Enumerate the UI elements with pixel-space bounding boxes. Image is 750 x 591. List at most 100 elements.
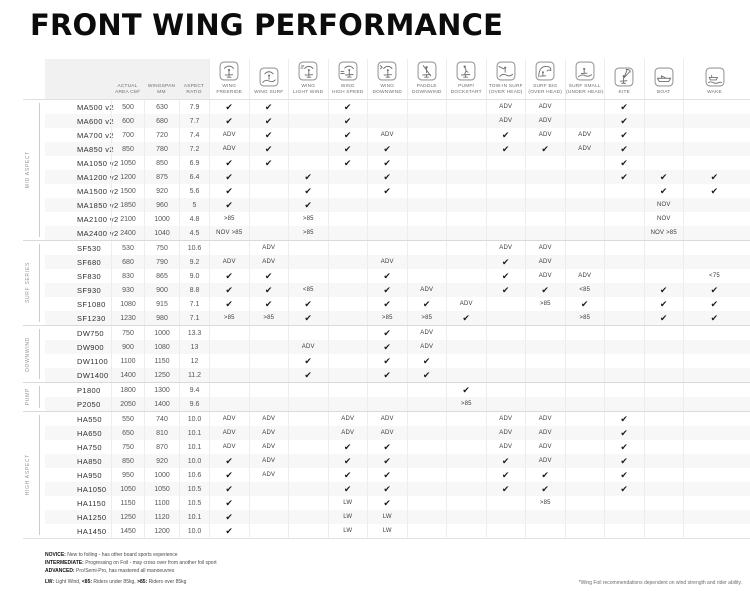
mark-cell-paddle-downwind xyxy=(406,383,447,397)
area-cell: 900 xyxy=(111,340,144,354)
check-icon: ✔ xyxy=(264,143,273,154)
mark-cell-boat xyxy=(643,397,684,411)
mark-cell-kite xyxy=(604,198,644,212)
wing-surf-icon xyxy=(259,67,279,87)
mark-cell-paddle-downwind xyxy=(406,226,447,240)
mark-cell-surf-small xyxy=(564,482,605,496)
mark-cell-wing-high-speed: ✔ xyxy=(327,100,368,114)
mark-cell-wing-light-wind xyxy=(288,440,328,454)
mark-cell-wing-downwind: ✔ xyxy=(367,142,407,156)
model-cell: HA1250 xyxy=(77,512,107,522)
check-icon: ✔ xyxy=(501,270,510,281)
mark-cell-boat: ✔ xyxy=(643,297,684,311)
mark-cell-pump-dockstart xyxy=(446,241,486,255)
model-cell: HA950 xyxy=(77,470,102,480)
column-header-wing-freeride: WING FREERIDE xyxy=(209,59,249,99)
model-cell: SF930 xyxy=(77,285,102,295)
mark-cell-boat: NOV >85 xyxy=(643,226,684,240)
mark-cell-boat: ✔ xyxy=(643,184,684,198)
wing-foil-footnote: *Wing Foil recommendations dependent on … xyxy=(578,580,742,586)
mark-cell-kite: ✔ xyxy=(604,156,644,170)
mark-cell-wake: ✔ xyxy=(683,184,745,198)
check-icon: ✔ xyxy=(710,171,719,182)
column-header-wingspan: WINGSPAN MM xyxy=(144,59,179,99)
aspect-cell: 7.1 xyxy=(179,311,209,325)
wingspan-cell: 1000 xyxy=(144,468,179,482)
mark-cell-wing-surf xyxy=(248,383,289,397)
mark-cell-wing-freeride: ✔ xyxy=(209,198,249,212)
column-header-wing-surf: WING SURF xyxy=(248,59,288,99)
mark-cell-wing-light-wind: ✔ xyxy=(288,170,328,184)
mark-cell-wing-downwind xyxy=(367,100,407,114)
wingspan-cell: 1050 xyxy=(144,482,179,496)
wingspan-cell: 740 xyxy=(144,412,179,426)
mark-cell-pump-dockstart xyxy=(446,170,486,184)
mark-cell-paddle-downwind xyxy=(406,496,447,510)
table-row-ha1150: HA1150 1150 1100 10.5 ✔ LW ✔ >85 xyxy=(45,496,750,510)
mark-cell-wing-high-speed: ✔ xyxy=(327,454,368,468)
check-icon: ✔ xyxy=(383,369,392,380)
group-label-text: HIGH ASPECT xyxy=(25,454,31,496)
mark-cell-kite xyxy=(604,524,644,538)
table-row-ma700-v2: MA700 v2 700 720 7.4 ADV ✔ ✔ ADV ✔ ADV ADV ✔ xyxy=(45,128,750,142)
check-icon: ✔ xyxy=(383,284,392,295)
table-row-sf1230: SF1230 1230 980 7.1 >85 >85 ✔ >85 >85 ✔ >85 ✔ ✔ xyxy=(45,311,750,325)
table-row-ha950: HA950 950 1000 10.6 ✔ ADV ✔ ✔ ✔ ✔ ✔ xyxy=(45,468,750,482)
mark-cell-pump-dockstart xyxy=(446,283,486,297)
check-icon: ✔ xyxy=(383,143,392,154)
model-cell: HA1050 xyxy=(77,484,107,494)
mark-cell-paddle-downwind xyxy=(406,198,447,212)
mark-cell-pump-dockstart xyxy=(446,524,486,538)
mark-cell-surf-small xyxy=(564,100,605,114)
mark-cell-tow-in-surf: ✔ xyxy=(485,128,526,142)
check-icon: ✔ xyxy=(710,284,719,295)
mark-cell-wing-freeride: ADV xyxy=(209,128,249,142)
mark-cell-surf-small xyxy=(564,226,605,240)
mark-cell-paddle-downwind xyxy=(406,212,447,226)
mark-cell-wake xyxy=(683,340,745,354)
mark-cell-wing-light-wind: ✔ xyxy=(288,198,328,212)
area-cell: 2050 xyxy=(111,397,144,411)
wingspan-cell: 780 xyxy=(144,142,179,156)
mark-cell-kite: ✔ xyxy=(604,128,644,142)
mark-cell-surf-small: <85 xyxy=(564,283,605,297)
mark-cell-paddle-downwind: ✔ xyxy=(406,354,447,368)
mark-cell-surf-small xyxy=(564,397,605,411)
mark-cell-wing-freeride: ADV xyxy=(209,426,249,440)
mark-cell-wing-high-speed: LW xyxy=(327,496,368,510)
aspect-cell: 13.3 xyxy=(179,326,209,340)
mark-cell-wing-downwind xyxy=(367,212,407,226)
mark-cell-wing-downwind: ADV xyxy=(367,426,407,440)
mark-cell-surf-small xyxy=(564,184,605,198)
mark-cell-boat xyxy=(643,354,684,368)
column-header-wing-light-wind: WING LIGHT WIND xyxy=(288,59,328,99)
mark-cell-wing-downwind: LW xyxy=(367,510,407,524)
mark-cell-wake: ✔ xyxy=(683,170,745,184)
mark-cell-pump-dockstart xyxy=(446,184,486,198)
check-icon: ✔ xyxy=(620,413,629,424)
legend-line-advanced: ADVANCED: Pro/Semi-Pro, has mastered all… xyxy=(45,568,217,576)
column-header-label: SURF SMALL (UNDER HEAD) xyxy=(566,83,604,95)
wingspan-cell: 750 xyxy=(144,241,179,255)
check-icon: ✔ xyxy=(225,483,234,494)
mark-cell-tow-in-surf: ADV xyxy=(485,412,526,426)
table-footer: NOVICE: New to foiling - has other board… xyxy=(45,552,742,587)
mark-cell-wing-light-wind xyxy=(288,468,328,482)
model-cell: SF1080 xyxy=(77,299,106,309)
check-icon: ✔ xyxy=(501,256,510,267)
wingspan-cell: 630 xyxy=(144,100,179,114)
model-cell: DW1100 xyxy=(77,356,109,366)
performance-table: ACTUAL AREA CM² WINGSPAN MM ASPECT RATIO WING F… xyxy=(23,59,750,539)
mark-cell-tow-in-surf xyxy=(485,510,526,524)
wingspan-cell: 790 xyxy=(144,255,179,269)
legend-term: ADVANCED: xyxy=(45,567,75,574)
mark-cell-wing-surf xyxy=(248,368,289,382)
mark-cell-paddle-downwind xyxy=(406,412,447,426)
model-cell: HA1150 xyxy=(77,498,106,508)
mark-cell-boat xyxy=(643,412,684,426)
mark-cell-wing-light-wind: >85 xyxy=(288,226,328,240)
group-label-text: DOWNWIND xyxy=(25,336,31,372)
mark-cell-tow-in-surf xyxy=(485,156,526,170)
mark-cell-tow-in-surf: ✔ xyxy=(485,283,526,297)
mark-cell-wing-surf xyxy=(248,354,289,368)
